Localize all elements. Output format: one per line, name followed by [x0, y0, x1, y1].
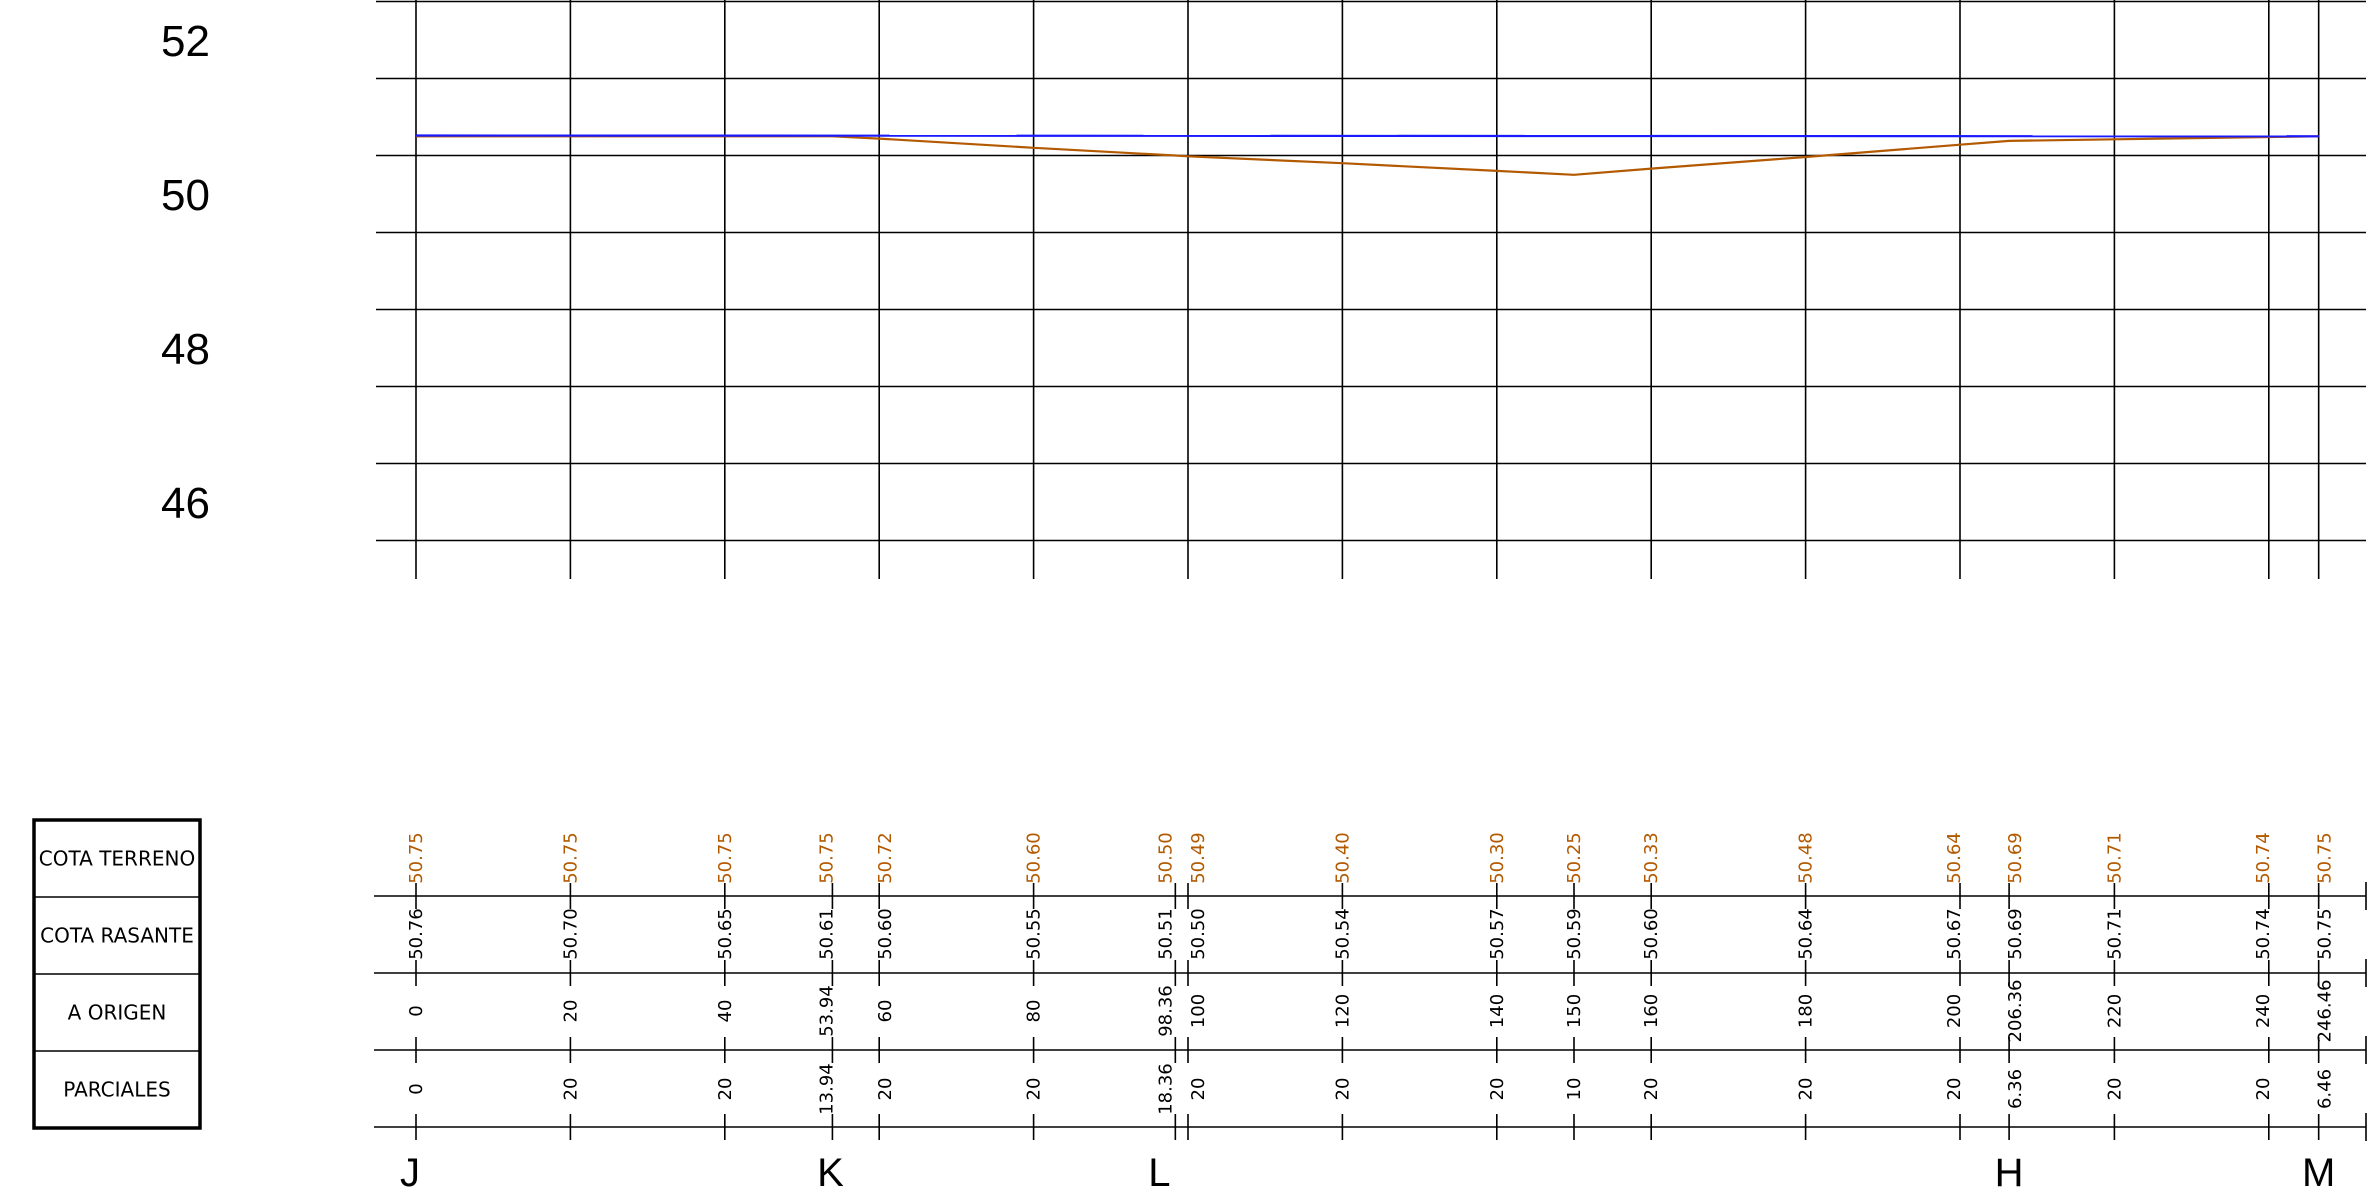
a-origen-value: 200 — [1944, 994, 1965, 1028]
stake-label-h: H — [1995, 1151, 2024, 1195]
cota-terreno-value: 50.69 — [2005, 832, 2026, 884]
terrain-line — [416, 135, 2319, 176]
parciales-value: 13.94 — [816, 1063, 837, 1115]
cota-rasante-value: 50.54 — [1332, 908, 1353, 960]
cota-rasante-value: 50.55 — [1024, 908, 1045, 960]
parciales-value: 20 — [1188, 1078, 1209, 1101]
parciales-value: 20 — [1024, 1078, 1045, 1101]
cota-rasante-value: 50.60 — [875, 908, 896, 960]
parciales-value: 20 — [2253, 1078, 2274, 1101]
row-label-cota-terreno: COTA TERRENO — [39, 847, 195, 871]
cota-rasante-value: 50.60 — [1641, 908, 1662, 960]
cota-terreno-value: 50.75 — [715, 832, 736, 884]
grade-line — [415, 134, 2319, 138]
cota-terreno-value: 50.30 — [1487, 832, 1508, 884]
cota-terreno-value: 50.75 — [406, 832, 427, 884]
a-origen-value: 53.94 — [816, 985, 837, 1037]
cota-rasante-value: 50.74 — [2253, 908, 2274, 960]
a-origen-value: 60 — [875, 1000, 896, 1023]
cota-terreno-value: 50.60 — [1024, 832, 1045, 884]
stake-label-j: J — [400, 1151, 420, 1195]
stake-label-m: M — [2302, 1151, 2335, 1195]
a-origen-value: 0 — [406, 1005, 427, 1016]
elevation-axis: 52 50 48 46 — [161, 17, 210, 528]
guitar-band: 50.75 50.76 0 0 50.75 50.70 20 20 50.75 50.65 40 20… — [374, 832, 2367, 1141]
elevation-tick-label: 50 — [161, 171, 210, 220]
a-origen-value: 160 — [1641, 994, 1662, 1028]
a-origen-value: 220 — [2104, 994, 2125, 1028]
a-origen-value: 180 — [1796, 994, 1817, 1028]
a-origen-value: 40 — [715, 1000, 736, 1023]
cota-rasante-value: 50.59 — [1564, 908, 1585, 960]
cota-terreno-value: 50.40 — [1332, 832, 1353, 884]
elevation-tick-label: 46 — [161, 479, 210, 528]
cota-rasante-value: 50.70 — [560, 908, 581, 960]
cota-terreno-value: 50.75 — [2315, 832, 2336, 884]
cota-terreno-value: 50.75 — [816, 832, 837, 884]
parciales-value: 20 — [560, 1078, 581, 1101]
parciales-value: 20 — [1487, 1078, 1508, 1101]
a-origen-value: 140 — [1487, 994, 1508, 1028]
cota-terreno-value: 50.71 — [2104, 832, 2125, 884]
cota-rasante-value: 50.67 — [1944, 908, 1965, 960]
cota-terreno-value: 50.72 — [875, 832, 896, 884]
guitar-label-table: COTA TERRENO COTA RASANTE A ORIGEN PARCIALE… — [32, 818, 202, 1130]
stake-label-k: K — [817, 1151, 844, 1195]
cota-rasante-value: 50.65 — [715, 908, 736, 960]
profile-grid — [376, 0, 2366, 579]
a-origen-value: 20 — [560, 1000, 581, 1023]
profile-lines — [415, 134, 2319, 176]
a-origen-value: 240 — [2253, 994, 2274, 1028]
parciales-value: 20 — [875, 1078, 896, 1101]
cota-terreno-value: 50.64 — [1944, 832, 1965, 884]
cota-terreno-value: 50.50 — [1155, 832, 1176, 884]
cota-terreno-value: 50.48 — [1796, 832, 1817, 884]
parciales-value: 10 — [1564, 1078, 1585, 1101]
a-origen-value: 206.36 — [2005, 980, 2026, 1043]
cota-rasante-value: 50.50 — [1188, 908, 1209, 960]
a-origen-value: 120 — [1332, 994, 1353, 1028]
row-label-a-origen: A ORIGEN — [68, 1001, 167, 1025]
cota-terreno-value: 50.74 — [2253, 832, 2274, 884]
cota-terreno-value: 50.25 — [1564, 832, 1585, 884]
parciales-value: 20 — [1332, 1078, 1353, 1101]
a-origen-value: 80 — [1024, 1000, 1045, 1023]
a-origen-value: 100 — [1188, 994, 1209, 1028]
parciales-value: 20 — [1944, 1078, 1965, 1101]
cota-terreno-value: 50.75 — [560, 832, 581, 884]
elevation-tick-label: 48 — [161, 325, 210, 374]
a-origen-value: 246.46 — [2315, 980, 2336, 1043]
row-label-cota-rasante: COTA RASANTE — [40, 924, 194, 948]
row-label-parciales: PARCIALES — [63, 1078, 170, 1102]
parciales-value: 18.36 — [1155, 1063, 1176, 1115]
parciales-value: 20 — [1796, 1078, 1817, 1101]
a-origen-value: 150 — [1564, 994, 1585, 1028]
parciales-value: 20 — [2104, 1078, 2125, 1101]
parciales-value: 6.46 — [2315, 1069, 2336, 1109]
cota-terreno-value: 50.49 — [1188, 832, 1209, 884]
parciales-value: 20 — [1641, 1078, 1662, 1101]
parciales-value: 20 — [715, 1078, 736, 1101]
cota-rasante-value: 50.61 — [816, 908, 837, 960]
parciales-value: 6.36 — [2005, 1069, 2026, 1109]
cota-rasante-value: 50.75 — [2315, 908, 2336, 960]
cota-rasante-value: 50.51 — [1155, 908, 1176, 960]
cota-rasante-value: 50.64 — [1796, 908, 1817, 960]
cota-terreno-value: 50.33 — [1641, 832, 1662, 884]
cota-rasante-value: 50.69 — [2005, 908, 2026, 960]
elevation-tick-label: 52 — [161, 17, 210, 66]
cota-rasante-value: 50.76 — [406, 908, 427, 960]
stake-label-l: L — [1148, 1151, 1170, 1195]
a-origen-value: 98.36 — [1155, 985, 1176, 1037]
cota-rasante-value: 50.57 — [1487, 908, 1508, 960]
parciales-value: 0 — [406, 1083, 427, 1094]
cota-rasante-value: 50.71 — [2104, 908, 2125, 960]
